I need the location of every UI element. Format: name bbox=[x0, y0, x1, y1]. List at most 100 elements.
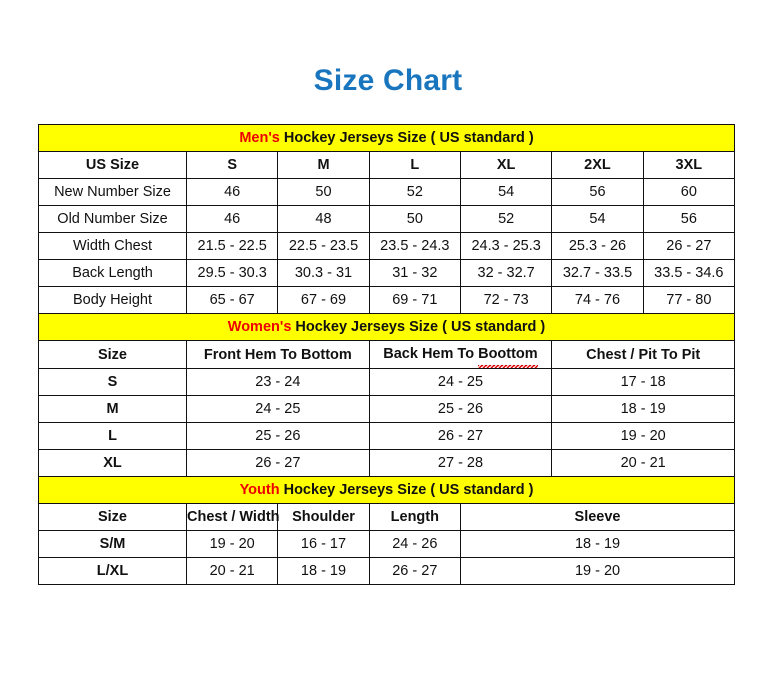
column-header-mens-6: 3XL bbox=[642, 151, 736, 179]
section-banner-text-womens: Hockey Jerseys Size ( US standard ) bbox=[291, 319, 546, 335]
cell-mens-1-2: 50 bbox=[368, 205, 461, 233]
column-header-mens-3: L bbox=[368, 151, 461, 179]
cell-youth-0-3: 18 - 19 bbox=[459, 530, 736, 558]
table-row: Width Chest 21.5 - 22.5 22.5 - 23.5 23.5 - … bbox=[38, 232, 736, 260]
row-label-mens-3: Back Length bbox=[38, 259, 187, 287]
cell-mens-4-1: 67 - 69 bbox=[277, 286, 370, 314]
section-banner-row-mens: Men's Hockey Jerseys Size ( US standard … bbox=[37, 124, 736, 152]
column-header-youth-4: Sleeve bbox=[459, 503, 736, 531]
cell-mens-2-3: 24.3 - 25.3 bbox=[459, 232, 553, 260]
cell-mens-4-0: 65 - 67 bbox=[185, 286, 279, 314]
table-row: S/M 19 - 20 16 - 17 24 - 26 18 - 19 bbox=[38, 530, 736, 558]
cell-mens-4-2: 69 - 71 bbox=[368, 286, 461, 314]
cell-mens-1-5: 56 bbox=[642, 205, 736, 233]
cell-mens-4-5: 77 - 80 bbox=[642, 286, 736, 314]
table-row: M 24 - 25 25 - 26 18 - 19 bbox=[38, 395, 736, 423]
table-row: L 25 - 26 26 - 27 19 - 20 bbox=[38, 422, 736, 450]
row-label-mens-0: New Number Size bbox=[38, 178, 187, 206]
column-header-row-mens: US Size S M L XL 2XL 3XL bbox=[38, 151, 736, 179]
cell-youth-0-0: 19 - 20 bbox=[185, 530, 279, 558]
size-chart-tables: Men's Hockey Jerseys Size ( US standard … bbox=[37, 124, 736, 585]
cell-womens-0-2: 17 - 18 bbox=[551, 368, 736, 396]
column-header-womens-3: Chest / Pit To Pit bbox=[551, 340, 736, 369]
section-banner-accent-womens: Women's bbox=[227, 319, 292, 335]
cell-youth-1-1: 18 - 19 bbox=[277, 557, 370, 585]
cell-mens-3-2: 31 - 32 bbox=[368, 259, 461, 287]
column-header-mens-1: S bbox=[185, 151, 279, 179]
table-row: Old Number Size 46 48 50 52 54 56 bbox=[38, 205, 736, 233]
cell-youth-0-2: 24 - 26 bbox=[368, 530, 461, 558]
row-label-womens-0: S bbox=[38, 368, 187, 396]
row-label-mens-1: Old Number Size bbox=[38, 205, 187, 233]
cell-mens-3-1: 30.3 - 31 bbox=[277, 259, 370, 287]
cell-mens-2-2: 23.5 - 24.3 bbox=[368, 232, 461, 260]
cell-youth-1-3: 19 - 20 bbox=[459, 557, 736, 585]
table-row: Body Height 65 - 67 67 - 69 69 - 71 72 - 73 7… bbox=[38, 286, 736, 314]
table-row: Back Length 29.5 - 30.3 30.3 - 31 31 - 32 32… bbox=[38, 259, 736, 287]
section-banner-mens: Men's Hockey Jerseys Size ( US standard … bbox=[37, 124, 736, 152]
cell-mens-0-4: 56 bbox=[551, 178, 644, 206]
cell-womens-3-2: 20 - 21 bbox=[551, 449, 736, 477]
cell-mens-3-3: 32 - 32.7 bbox=[459, 259, 553, 287]
column-header-mens-0: US Size bbox=[38, 151, 187, 179]
cell-womens-1-2: 18 - 19 bbox=[551, 395, 736, 423]
row-label-womens-2: L bbox=[38, 422, 187, 450]
cell-mens-0-5: 60 bbox=[642, 178, 736, 206]
cell-mens-1-0: 46 bbox=[185, 205, 279, 233]
table-row: L/XL 20 - 21 18 - 19 26 - 27 19 - 20 bbox=[38, 557, 736, 585]
cell-mens-0-3: 54 bbox=[459, 178, 553, 206]
cell-womens-1-0: 24 - 25 bbox=[186, 395, 370, 423]
size-chart-table: Men's Hockey Jerseys Size ( US standard … bbox=[37, 124, 736, 585]
cell-mens-2-1: 22.5 - 23.5 bbox=[277, 232, 370, 260]
section-banner-row-womens: Women's Hockey Jerseys Size ( US standar… bbox=[37, 313, 736, 341]
section-banner-accent-mens: Men's bbox=[239, 130, 280, 146]
section-banner-womens: Women's Hockey Jerseys Size ( US standar… bbox=[37, 313, 736, 341]
column-header-womens-1: Front Hem To Bottom bbox=[186, 340, 370, 369]
cell-womens-0-1: 24 - 25 bbox=[368, 368, 553, 396]
page-title: Size Chart bbox=[313, 64, 463, 97]
column-header-womens-2: Back Hem To Boottom bbox=[368, 340, 553, 369]
cell-womens-2-2: 19 - 20 bbox=[551, 422, 736, 450]
cell-mens-3-0: 29.5 - 30.3 bbox=[185, 259, 279, 287]
column-header-mens-4: XL bbox=[459, 151, 553, 179]
column-header-mens-5: 2XL bbox=[551, 151, 644, 179]
cell-mens-2-0: 21.5 - 22.5 bbox=[185, 232, 279, 260]
row-label-womens-3: XL bbox=[38, 449, 187, 477]
cell-mens-1-3: 52 bbox=[459, 205, 553, 233]
row-label-youth-1: L/XL bbox=[38, 557, 187, 585]
row-label-youth-0: S/M bbox=[38, 530, 187, 558]
cell-mens-3-4: 32.7 - 33.5 bbox=[551, 259, 644, 287]
cell-youth-1-2: 26 - 27 bbox=[368, 557, 461, 585]
column-header-womens-0: Size bbox=[38, 340, 187, 369]
cell-mens-1-1: 48 bbox=[277, 205, 370, 233]
column-header-youth-0: Size bbox=[38, 503, 187, 531]
table-row: XL 26 - 27 27 - 28 20 - 21 bbox=[38, 449, 736, 477]
cell-youth-1-0: 20 - 21 bbox=[185, 557, 279, 585]
row-label-mens-4: Body Height bbox=[38, 286, 187, 314]
section-banner-accent-youth: Youth bbox=[239, 482, 280, 498]
cell-mens-1-4: 54 bbox=[551, 205, 644, 233]
section-banner-row-youth: Youth Hockey Jerseys Size ( US standard … bbox=[37, 476, 736, 504]
column-header-row-youth: Size Chest / Width Shoulder Length Sleeve bbox=[38, 503, 736, 531]
section-banner-youth: Youth Hockey Jerseys Size ( US standard … bbox=[37, 476, 736, 504]
cell-womens-0-0: 23 - 24 bbox=[186, 368, 370, 396]
column-header-youth-2: Shoulder bbox=[277, 503, 370, 531]
cell-mens-4-4: 74 - 76 bbox=[551, 286, 644, 314]
cell-mens-2-5: 26 - 27 bbox=[642, 232, 736, 260]
cell-womens-3-1: 27 - 28 bbox=[368, 449, 553, 477]
column-header-youth-3: Length bbox=[368, 503, 461, 531]
cell-mens-0-0: 46 bbox=[185, 178, 279, 206]
table-row: S 23 - 24 24 - 25 17 - 18 bbox=[38, 368, 736, 396]
cell-mens-0-2: 52 bbox=[368, 178, 461, 206]
row-label-womens-1: M bbox=[38, 395, 187, 423]
cell-mens-2-4: 25.3 - 26 bbox=[551, 232, 644, 260]
cell-mens-4-3: 72 - 73 bbox=[459, 286, 553, 314]
column-header-mens-2: M bbox=[277, 151, 370, 179]
cell-youth-0-1: 16 - 17 bbox=[277, 530, 370, 558]
cell-womens-2-1: 26 - 27 bbox=[368, 422, 553, 450]
cell-womens-3-0: 26 - 27 bbox=[186, 449, 370, 477]
spellcheck-underline: Boottom bbox=[478, 341, 538, 368]
section-banner-text-mens: Hockey Jerseys Size ( US standard ) bbox=[279, 130, 534, 146]
cell-womens-1-1: 25 - 26 bbox=[368, 395, 553, 423]
